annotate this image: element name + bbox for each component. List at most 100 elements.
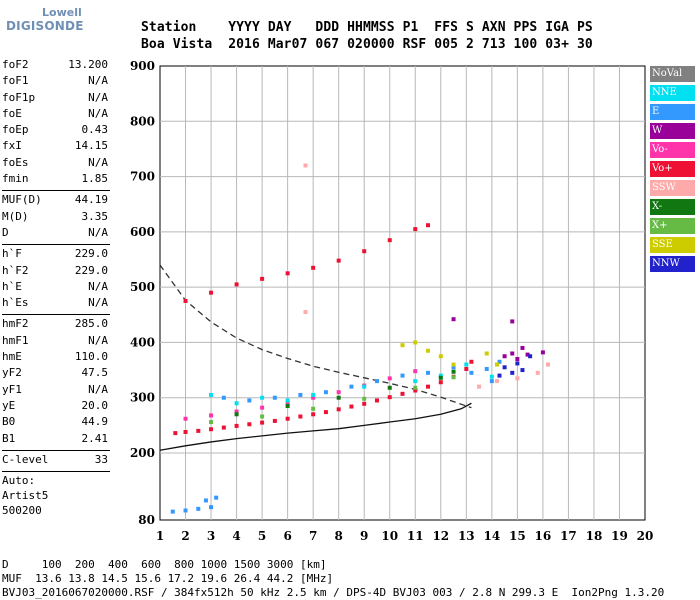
data-point-e [426, 370, 431, 375]
x-tick-label: 16 [535, 529, 552, 543]
x-tick-label: 4 [232, 529, 240, 543]
param-row: B0 44.9 [2, 415, 110, 431]
data-point-vo- [272, 418, 277, 423]
data-point-x- [413, 385, 418, 390]
data-point-ssw [546, 362, 550, 367]
param-value: 44.9 [81, 415, 109, 429]
legend-item-sse: SSE [650, 237, 695, 253]
param-row: foF2 13.200 [2, 58, 110, 74]
x-tick-label: 2 [181, 529, 189, 543]
logo-digisonde-text: DIGISONDE [6, 19, 84, 33]
param-name: h`F [2, 247, 22, 261]
x-tick-label: 1 [156, 529, 164, 543]
data-point-sse [413, 340, 418, 345]
param-name: h`F2 [2, 263, 29, 277]
data-point-e-es-traces [203, 498, 208, 503]
param-name: yF1 [2, 382, 22, 396]
logo-lowell-text: Lowell [42, 6, 82, 19]
data-point-nne [464, 362, 469, 367]
digisonde-logo: Lowell DIGISONDE [6, 4, 126, 50]
data-point-f2-second-hop [183, 298, 188, 303]
param-value: N/A [88, 382, 108, 396]
data-point-vo- [260, 420, 265, 425]
data-point-sse [451, 362, 456, 367]
legend-item-noval: NoVal [650, 66, 695, 82]
data-point-vo- [183, 429, 188, 434]
data-point-e-es-traces [214, 495, 219, 500]
param-row: hmE 110.0 [2, 350, 110, 366]
param-value: N/A [88, 74, 108, 88]
data-point-vo- [221, 425, 226, 430]
data-point-vo- [438, 380, 443, 385]
param-value: N/A [88, 333, 108, 347]
param-row: h`F 229.0 [2, 247, 110, 263]
data-point-nnw [510, 370, 515, 375]
y-tick-label: 200 [130, 446, 155, 460]
legend-item-ssw: SSW [650, 180, 695, 196]
data-point-e [349, 384, 354, 389]
header-labels: Station YYYY DAY DDD HHMMSS P1 FFS S AXN… [141, 20, 593, 35]
data-point-vo- [285, 416, 290, 421]
param-name: h`Es [2, 296, 29, 310]
parameter-table: foF2 13.200 foF1 N/A foF1p N/A foE N/A foEp 0.43 f… [2, 58, 110, 519]
y-tick-label: 300 [130, 391, 155, 405]
param-value: N/A [88, 279, 108, 293]
data-point-ssw [515, 376, 520, 381]
param-row: h`Es N/A [2, 296, 110, 312]
param-row: yF2 47.5 [2, 366, 110, 382]
data-point-sse [438, 354, 443, 359]
param-name: M(D) [2, 209, 29, 223]
x-tick-label: 13 [458, 529, 475, 543]
param-value: 3.35 [81, 209, 109, 223]
data-point-vo- [387, 395, 392, 400]
param-row: yE 20.0 [2, 399, 110, 415]
data-point-x- [438, 375, 443, 380]
auto-scaling-info: Artist5 [2, 489, 49, 503]
param-name: foE [2, 106, 22, 120]
param-value: 14.15 [74, 139, 108, 153]
param-row: hmF1 N/A [2, 334, 110, 350]
param-value: 285.0 [74, 317, 108, 331]
param-row: MUF(D) 44.19 [2, 193, 110, 209]
x-tick-label: 5 [258, 529, 266, 543]
data-point-e [272, 395, 277, 400]
param-row: fxI 14.15 [2, 139, 110, 155]
data-point-x- [451, 375, 456, 380]
param-value: 2.41 [81, 431, 109, 445]
data-point-sse [426, 348, 431, 353]
param-name: hmF1 [2, 333, 29, 347]
data-point-vo- [247, 422, 252, 427]
param-value: N/A [88, 106, 108, 120]
data-point-nnw [502, 365, 507, 370]
data-point-nnw [497, 373, 502, 378]
data-point-vo- [413, 369, 418, 374]
data-point-e-es-traces [209, 505, 214, 510]
x-tick-label: 14 [483, 529, 500, 543]
param-separator [2, 190, 110, 192]
param-separator [2, 471, 110, 473]
param-separator [2, 314, 110, 316]
data-point-x- [336, 395, 341, 400]
x-tick-label: 7 [309, 529, 317, 543]
data-point-e [221, 395, 226, 400]
param-separator [2, 244, 110, 246]
x-tick-label: 6 [283, 529, 291, 543]
y-tick-label: 400 [130, 335, 155, 349]
legend-item-x-: X- [650, 199, 695, 215]
legend-item-nne: NNE [650, 85, 695, 101]
y-tick-label: 600 [130, 225, 155, 239]
data-point-sse [400, 343, 405, 348]
y-tick-label: 500 [130, 280, 155, 294]
data-point-vo- [464, 366, 469, 371]
data-point-nne [260, 395, 265, 400]
data-point-vo- [285, 401, 290, 406]
data-point-vo- [374, 398, 379, 403]
data-point-e [400, 373, 405, 378]
param-name: foEs [2, 155, 29, 169]
param-value: 229.0 [74, 247, 108, 261]
data-point-ssw [477, 384, 482, 389]
legend-item-w: W [650, 123, 695, 139]
data-point-f2-second-hop [311, 265, 316, 270]
data-point-vo- [260, 405, 265, 410]
